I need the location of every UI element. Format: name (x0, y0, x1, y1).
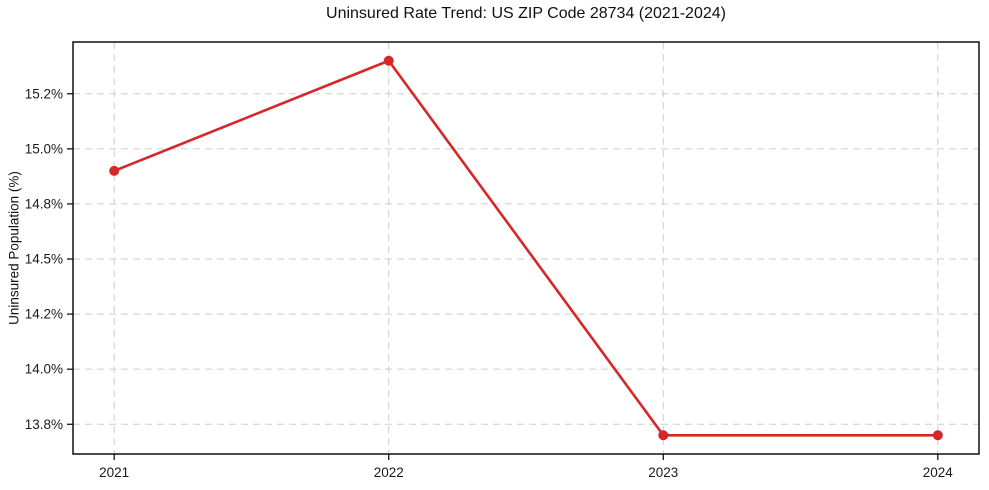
data-point-marker (109, 165, 120, 176)
y-tick-label: 14.0% (25, 362, 63, 377)
x-tick-label: 2021 (99, 465, 129, 480)
x-tick-label: 2023 (648, 465, 678, 480)
gridlines (73, 42, 979, 454)
plot-frame (72, 41, 980, 455)
chart-title: Uninsured Rate Trend: US ZIP Code 28734 … (326, 5, 726, 22)
y-tick-label: 14.2% (25, 307, 63, 322)
data-point-marker (932, 430, 943, 441)
trend-line (112, 59, 940, 437)
data-point-marker (383, 55, 394, 66)
data-point-marker (658, 430, 669, 441)
y-tick-label: 14.5% (25, 252, 63, 267)
y-tick-label: 15.0% (25, 141, 63, 156)
y-tick-label: 15.2% (25, 86, 63, 101)
y-tick-label: 14.8% (25, 196, 63, 211)
x-tick-label: 2022 (374, 465, 404, 480)
x-tick-label: 2024 (923, 465, 954, 480)
y-tick-label: 13.8% (25, 417, 63, 432)
